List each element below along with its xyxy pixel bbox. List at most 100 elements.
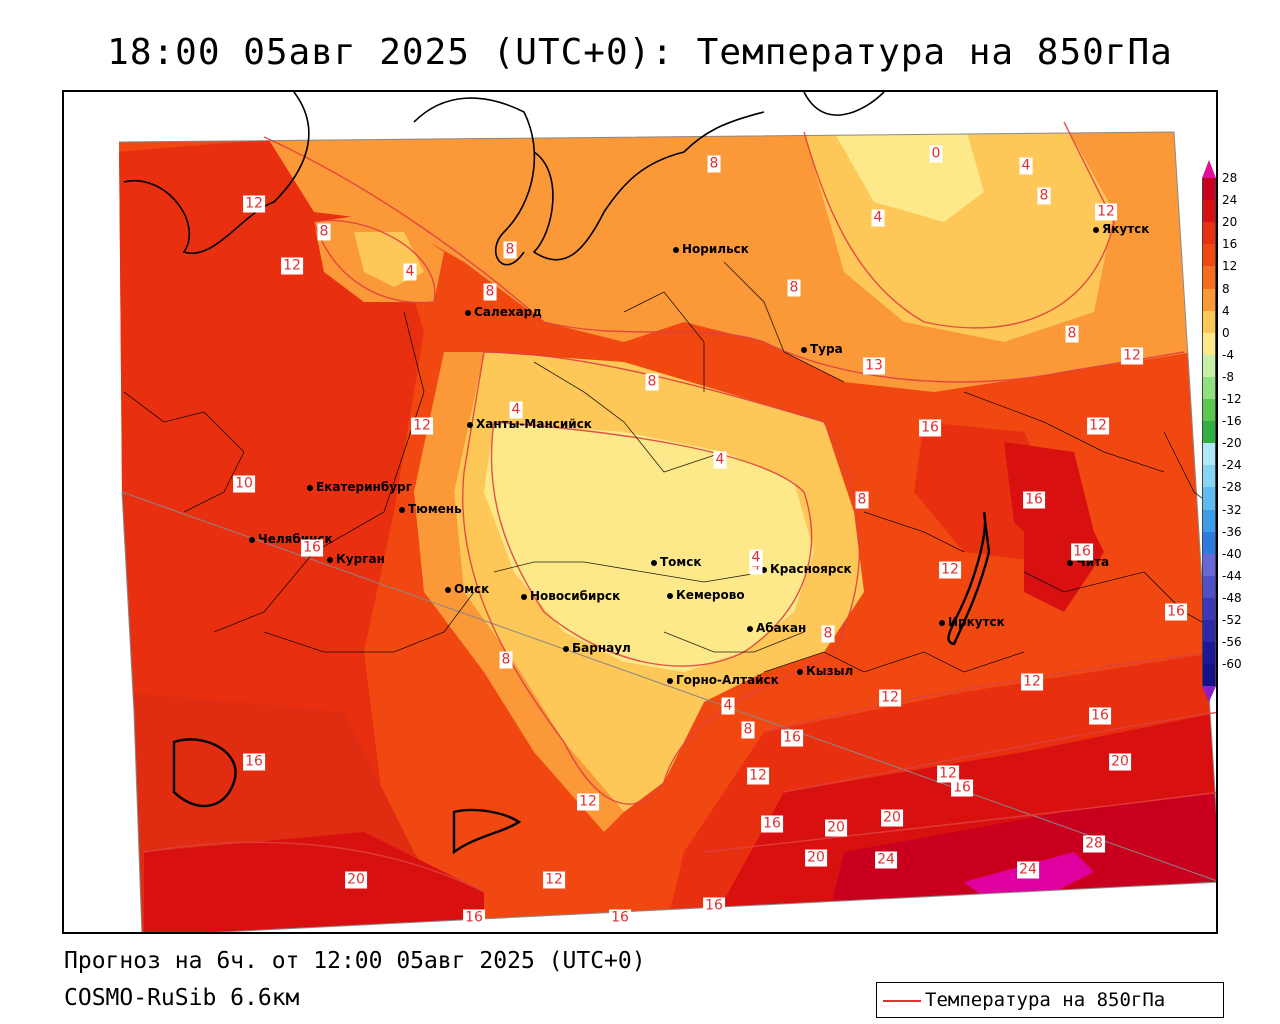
scale-swatch <box>1202 376 1216 400</box>
forecast-info: Прогноз на 6ч. от 12:00 05авг 2025 (UTC+… <box>64 948 646 974</box>
city-label: Салехард <box>465 305 542 319</box>
isotherm-label: 8 <box>483 283 497 301</box>
isotherm-label: 16 <box>761 815 783 833</box>
isotherm-label: 16 <box>781 729 803 747</box>
scale-swatch <box>1202 266 1216 289</box>
scale-tick-label: -36 <box>1222 524 1242 539</box>
legend-label: Температура на 850гПа <box>925 989 1166 1011</box>
city-label: Томск <box>651 555 702 569</box>
scale-tick-label: -28 <box>1222 480 1242 495</box>
isotherm-label: 12 <box>939 561 961 579</box>
scale-tick-label: -32 <box>1222 502 1242 517</box>
isotherm-label: 16 <box>1165 603 1187 621</box>
scale-tick-label: 28 <box>1222 171 1238 185</box>
city-label: Тура <box>801 342 843 356</box>
scale-tick-label: -60 <box>1222 657 1242 672</box>
color-scale: 28 24 20 16 12 8 4 0 -4 -8 -12 -16 -20 -24 -28 -32 -36 -4… <box>1200 160 1260 703</box>
scale-tick-label: 4 <box>1222 303 1230 318</box>
isotherm-label: 16 <box>243 753 265 771</box>
scale-tick-label: -4 <box>1222 347 1234 362</box>
isotherm-label: 8 <box>741 721 755 739</box>
isotherm-label: 12 <box>1121 347 1143 365</box>
isotherm-label: 12 <box>411 417 433 435</box>
scale-swatch <box>1202 200 1216 223</box>
isotherm-label: 10 <box>233 475 255 493</box>
city-label: Кемерово <box>667 588 745 602</box>
city-label: Барнаул <box>563 641 631 655</box>
isotherm-label: 8 <box>821 625 835 643</box>
legend-box: Температура на 850гПа <box>876 982 1224 1018</box>
scale-swatch <box>1202 642 1216 665</box>
isotherm-label: 16 <box>463 909 485 927</box>
isotherm-label: 12 <box>747 767 769 785</box>
scale-tick-label: -24 <box>1222 458 1242 473</box>
isotherm-label: 8 <box>503 241 517 259</box>
isotherm-label: 12 <box>577 793 599 811</box>
scale-tick-label: -48 <box>1222 590 1242 605</box>
scale-tick-label: -8 <box>1222 369 1234 384</box>
isotherm-label: 16 <box>1023 491 1045 509</box>
isotherm-label: 16 <box>1089 707 1111 725</box>
city-label: Омск <box>444 582 490 596</box>
isotherm-label: 4 <box>403 263 417 281</box>
isotherm-label: 28 <box>1083 835 1105 853</box>
isotherm-label: 24 <box>1017 861 1039 879</box>
isotherm-label: 16 <box>703 897 725 915</box>
scale-swatch <box>1202 222 1216 245</box>
isotherm-label: 12 <box>243 195 265 213</box>
isotherm-label: 16 <box>951 779 973 797</box>
isotherm-label: 8 <box>787 279 801 297</box>
scale-tick-label: 20 <box>1222 215 1238 230</box>
isotherm-label: 4 <box>749 549 763 567</box>
scale-swatch <box>1202 178 1216 201</box>
scale-swatch <box>1202 553 1216 577</box>
isotherm-label: 4 <box>713 451 727 469</box>
scale-swatch <box>1202 288 1216 312</box>
isotherm-label: 12 <box>1021 673 1043 691</box>
city-label: Горно-Алтайск <box>667 673 779 687</box>
isotherm-label: 20 <box>825 819 847 837</box>
scale-tick-label: 8 <box>1222 281 1230 296</box>
isotherm-label: 0 <box>929 145 943 163</box>
isotherm-label: 13 <box>863 357 885 375</box>
scale-tick-label: -20 <box>1222 436 1242 451</box>
scale-tick-label: -44 <box>1222 568 1242 583</box>
scale-tick-label: -56 <box>1222 635 1242 650</box>
scale-tick-label: 0 <box>1222 325 1230 340</box>
isotherm-label: 16 <box>919 419 941 437</box>
isotherm-label: 20 <box>1109 753 1131 771</box>
isotherm-label: 16 <box>609 909 631 927</box>
scale-swatch <box>1202 664 1216 687</box>
city-label: Абакан <box>746 621 807 635</box>
isotherm-label: 12 <box>281 257 303 275</box>
isotherm-label: 12 <box>937 765 959 783</box>
scale-swatch <box>1202 620 1216 643</box>
city-label: Якутск <box>1092 222 1150 236</box>
scale-swatch <box>1202 399 1216 422</box>
legend-line-swatch <box>883 1000 921 1002</box>
scale-tick-label: 12 <box>1222 259 1238 274</box>
scale-tick-label: 24 <box>1222 193 1238 208</box>
isotherm-label: 12 <box>543 871 565 889</box>
scale-top-arrow <box>1202 160 1216 178</box>
isotherm-label: 24 <box>875 851 897 869</box>
scale-tick-label: -12 <box>1222 392 1242 406</box>
city-label: Курган <box>327 552 385 566</box>
isotherm-label: 12 <box>1087 417 1109 435</box>
isotherm-label: 4 <box>1019 157 1033 175</box>
scale-swatch <box>1202 487 1216 510</box>
scale-swatch <box>1202 597 1216 621</box>
isotherm-label: 20 <box>805 849 827 867</box>
isotherm-label: 8 <box>1065 325 1079 343</box>
scale-tick-label: -16 <box>1222 414 1242 429</box>
isotherm-label: 8 <box>499 651 513 669</box>
scale-tick-label: -52 <box>1222 613 1242 627</box>
isotherm-label: 16 <box>301 539 323 557</box>
isotherm-label: 8 <box>317 223 331 241</box>
scale-swatch <box>1202 421 1216 444</box>
isotherm-label: 12 <box>879 689 901 707</box>
scale-swatch <box>1202 575 1216 599</box>
isotherm-label: 4 <box>509 401 523 419</box>
isotherm-label: 4 <box>721 697 735 715</box>
city-label: Кызыл <box>796 664 854 678</box>
